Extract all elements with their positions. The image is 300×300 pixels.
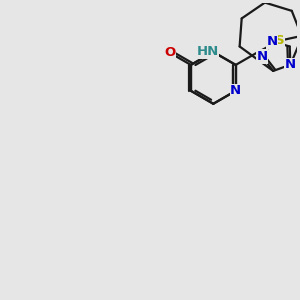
Text: HN: HN	[196, 45, 218, 58]
Text: S: S	[275, 34, 284, 47]
Text: N: N	[267, 35, 278, 48]
Text: N: N	[256, 50, 268, 63]
Text: O: O	[164, 46, 175, 59]
Text: N: N	[285, 58, 296, 71]
Text: N: N	[230, 84, 241, 97]
